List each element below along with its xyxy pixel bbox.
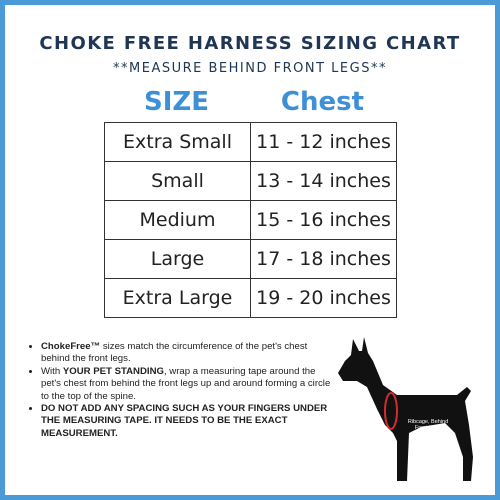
table-row: Large 17 - 18 inches — [104, 239, 397, 279]
note: DO NOT ADD ANY SPACING SUCH AS YOUR FING… — [41, 403, 331, 440]
title: CHOKE FREE HARNESS SIZING CHART — [39, 33, 461, 54]
table-cell: Small — [104, 161, 251, 201]
note: With YOUR PET STANDING, wrap a measuring… — [41, 366, 331, 403]
table-cell: Large — [104, 239, 251, 279]
note-text: , wrap a measuring tape around the pet's… — [41, 365, 331, 402]
table-cell: 13 - 14 inches — [250, 161, 397, 201]
dog-diagram — [338, 337, 473, 481]
table-cell: 15 - 16 inches — [250, 200, 397, 240]
note: ChokeFree™ sizes match the circumference… — [41, 341, 331, 366]
note-text: YOUR PET STANDING — [62, 365, 164, 377]
note-text: sizes match the circumference of the pet… — [41, 341, 308, 365]
table-cell: 19 - 20 inches — [250, 278, 397, 318]
size-table: Extra Small 11 - 12 inches Small 13 - 14 in… — [104, 122, 397, 318]
notes: ChokeFree™ sizes match the circumference… — [27, 341, 331, 440]
table-cell: 11 - 12 inches — [250, 122, 397, 162]
subtitle: **MEASURE BEHIND FRONT LEGS** — [113, 61, 387, 76]
table-row: Small 13 - 14 inches — [104, 161, 397, 201]
note-text: ChokeFree™ — [41, 341, 101, 352]
note-text: DO NOT ADD ANY SPACING SUCH AS YOUR FING… — [41, 403, 328, 439]
measure-ring — [384, 392, 398, 430]
table-cell: Medium — [104, 200, 251, 240]
diagram-label: Ribcage, Behind Front Legs — [407, 419, 449, 431]
note-text: With — [41, 365, 63, 377]
dog-silhouette — [338, 337, 473, 481]
table-row: Extra Large 19 - 20 inches — [104, 278, 397, 318]
table-cell: 17 - 18 inches — [250, 239, 397, 279]
column-header: Chest — [280, 87, 365, 117]
table-cell: Extra Large — [104, 278, 251, 318]
table-row: Medium 15 - 16 inches — [104, 200, 397, 240]
column-header: SIZE — [143, 87, 209, 117]
